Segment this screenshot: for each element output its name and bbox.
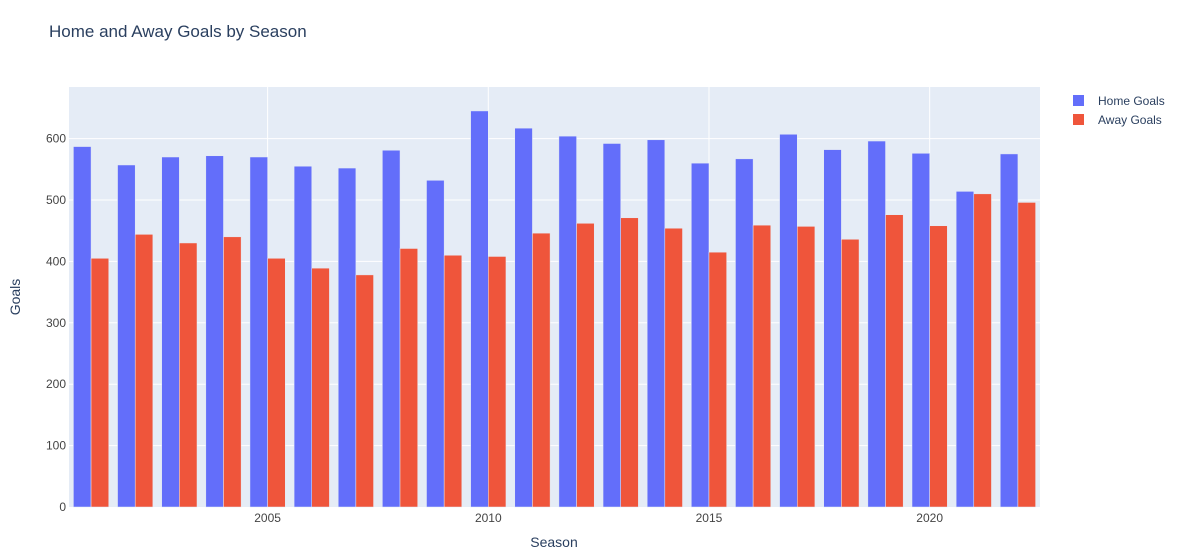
away-goals-bar[interactable]: [179, 242, 198, 508]
chart-title: Home and Away Goals by Season: [49, 22, 307, 41]
away-goals-bar[interactable]: [488, 256, 507, 508]
legend-label: Home Goals: [1098, 94, 1165, 108]
home-goals-bar[interactable]: [117, 164, 136, 508]
away-goals-bar[interactable]: [399, 248, 418, 508]
away-goals-bar[interactable]: [708, 251, 727, 508]
home-goals-bar[interactable]: [73, 146, 92, 508]
home-goals-bar[interactable]: [1000, 153, 1019, 508]
home-goals-bar[interactable]: [558, 135, 577, 508]
x-axis-label: Season: [530, 534, 577, 547]
bars: [73, 110, 1036, 508]
home-goals-bar[interactable]: [161, 156, 180, 508]
home-goals-bar[interactable]: [293, 165, 313, 508]
y-axis-label: Goals: [7, 279, 23, 316]
y-tick-label: 0: [59, 500, 66, 514]
legend-swatch: [1073, 95, 1084, 106]
x-tick-label: 2020: [916, 511, 943, 525]
y-tick-label: 500: [46, 193, 66, 207]
legend-item[interactable]: Home Goals: [1073, 94, 1165, 108]
home-goals-bar[interactable]: [602, 143, 621, 508]
home-goals-bar[interactable]: [691, 162, 710, 508]
away-goals-bar[interactable]: [355, 274, 374, 508]
y-tick-label: 300: [46, 316, 66, 330]
home-goals-bar[interactable]: [911, 153, 930, 508]
away-goals-bar[interactable]: [973, 193, 992, 508]
legend-swatch: [1073, 114, 1084, 125]
away-goals-bar[interactable]: [311, 267, 330, 508]
away-goals-bar[interactable]: [929, 225, 948, 508]
away-goals-bar[interactable]: [885, 214, 904, 508]
away-goals-bar[interactable]: [267, 258, 286, 508]
x-tick-label: 2015: [696, 511, 723, 525]
home-goals-bar[interactable]: [867, 140, 886, 508]
away-goals-bar[interactable]: [1017, 202, 1036, 508]
y-tick-label: 100: [46, 439, 66, 453]
away-goals-bar[interactable]: [841, 239, 860, 508]
away-goals-bar[interactable]: [752, 224, 772, 508]
home-goals-bar[interactable]: [249, 156, 268, 508]
home-goals-bar[interactable]: [382, 149, 401, 508]
x-axis-ticks: 2005 2010 2015 2020: [254, 511, 943, 525]
away-goals-bar[interactable]: [620, 217, 639, 508]
away-goals-bar[interactable]: [443, 254, 463, 508]
legend-item[interactable]: Away Goals: [1073, 113, 1162, 127]
away-goals-bar[interactable]: [664, 227, 683, 508]
home-goals-bar[interactable]: [646, 139, 666, 508]
y-tick-label: 200: [46, 377, 66, 391]
home-goals-bar[interactable]: [426, 180, 445, 508]
home-goals-bar[interactable]: [735, 158, 754, 508]
legend-label: Away Goals: [1098, 113, 1162, 127]
x-tick-label: 2010: [475, 511, 502, 525]
home-goals-bar[interactable]: [823, 149, 842, 508]
home-goals-bar[interactable]: [779, 134, 798, 508]
home-goals-bar[interactable]: [470, 110, 489, 508]
home-goals-bar[interactable]: [337, 167, 357, 508]
away-goals-bar[interactable]: [90, 258, 109, 508]
home-goals-bar[interactable]: [514, 127, 533, 508]
y-tick-label: 600: [46, 132, 66, 146]
away-goals-bar[interactable]: [532, 232, 551, 508]
home-goals-bar[interactable]: [955, 191, 975, 508]
away-goals-bar[interactable]: [576, 223, 595, 508]
home-goals-bar[interactable]: [205, 155, 224, 508]
away-goals-bar[interactable]: [797, 226, 816, 508]
x-tick-label: 2005: [254, 511, 281, 525]
legend[interactable]: Home Goals Away Goals: [1073, 94, 1165, 127]
away-goals-bar[interactable]: [134, 234, 154, 508]
away-goals-bar[interactable]: [223, 236, 242, 508]
y-tick-label: 400: [46, 254, 66, 268]
y-axis-ticks: 0 100 200 300 400 500 600: [46, 132, 66, 514]
